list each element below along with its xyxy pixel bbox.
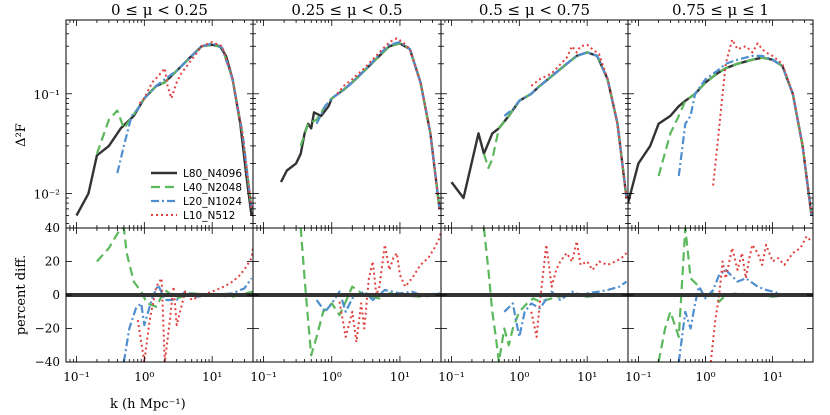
panel-2: 0.25 ≤ μ < 0.5 10⁻¹ 10⁰ 10¹	[250, 1, 442, 384]
x-tick-label: 10⁰	[695, 370, 715, 384]
x-tick-label: 10⁻¹	[63, 370, 89, 384]
top-y-tick-label: 10⁻¹	[34, 88, 60, 102]
x-tick-label: 10¹	[390, 370, 410, 384]
diff-line-l10-n512	[709, 235, 813, 362]
series-line-l10-n512	[530, 43, 628, 199]
x-tick-label: 10⁻¹	[438, 370, 464, 384]
series-line-l40-n2048	[95, 43, 253, 210]
legend-label-l40-n2048: L40_N2048	[183, 182, 242, 194]
series-line-l20-n1024	[677, 54, 813, 216]
diff-line-l10-n512	[338, 231, 441, 343]
series-line-l20-n1024	[503, 51, 628, 199]
top-panel-frame	[440, 19, 629, 229]
bottom-y-axis-label: percent diff.	[14, 255, 29, 335]
legend-label-l80-n4096: L80_N4096	[183, 168, 242, 180]
series-line-l20-n1024	[315, 40, 441, 210]
series-line-l10-n512	[138, 41, 253, 210]
bottom-y-tick-label: −20	[35, 322, 60, 336]
bottom-y-tick-label: 0	[52, 288, 60, 302]
diff-series-group	[628, 228, 813, 362]
x-tick-label: 10¹	[763, 370, 783, 384]
series-line-l10-n512	[336, 37, 441, 210]
x-tick-label: 10⁰	[509, 370, 529, 384]
series-line-l40-n2048	[299, 42, 441, 210]
legend-label-l10-n512: L10_N512	[183, 210, 235, 222]
series-line-l10-n512	[712, 38, 813, 216]
x-tick-label: 10¹	[202, 370, 222, 384]
diff-line-l20-n1024	[315, 288, 441, 313]
diff-line-l40-n2048	[299, 228, 441, 357]
panel-title: 0.5 ≤ μ < 0.75	[479, 1, 590, 19]
series-line-l40-n2048	[657, 56, 813, 216]
panel-title: 0.25 ≤ μ < 0.5	[291, 1, 402, 19]
panel-4: 0.75 ≤ μ ≤ 1 10⁻¹ 10⁰ 10¹	[625, 1, 814, 384]
x-tick-label: 10⁰	[322, 370, 342, 384]
x-tick-label: 10⁻¹	[250, 370, 276, 384]
diff-series-group	[253, 228, 441, 357]
diff-line-l20-n1024	[677, 268, 813, 362]
series-line-l80-n4096	[450, 51, 628, 200]
top-series-group	[279, 37, 441, 210]
series-line-l80-n4096	[628, 56, 813, 216]
diff-series-group	[66, 228, 253, 362]
x-tick-label: 10¹	[577, 370, 597, 384]
top-y-tick-label: 10⁻²	[34, 187, 61, 201]
top-panel-frame	[252, 19, 442, 229]
x-tick-label: 10⁻¹	[625, 370, 651, 384]
bottom-y-tick-label: −40	[35, 355, 60, 369]
diff-line-l10-n512	[530, 240, 628, 338]
panel-3: 0.5 ≤ μ < 0.75 10⁻¹ 10⁰ 10¹	[438, 1, 629, 384]
diff-line-l10-n512	[136, 247, 253, 362]
bottom-y-tick-label: 40	[45, 221, 60, 235]
top-series-group	[628, 38, 813, 216]
panel-title: 0 ≤ μ < 0.25	[111, 1, 208, 19]
panel-title: 0.75 ≤ μ ≤ 1	[672, 1, 769, 19]
diff-line-l20-n1024	[503, 280, 628, 338]
x-tick-label: 10⁰	[134, 370, 154, 384]
series-line-l20-n1024	[116, 42, 253, 210]
top-y-axis-label: Δ²F	[14, 123, 29, 147]
x-axis-label: k (h Mpc⁻¹)	[110, 397, 186, 412]
top-series-group	[450, 43, 628, 200]
legend-label-l20-n1024: L20_N1024	[183, 196, 242, 208]
diff-line-l20-n1024	[122, 277, 253, 362]
legend: L80_N4096 L40_N2048 L20_N1024 L10_N512	[151, 168, 242, 222]
top-series-group	[75, 41, 253, 217]
bottom-y-tick-label: 20	[45, 255, 60, 269]
diff-series-group	[441, 228, 628, 362]
panel-1: 0 ≤ μ < 0.25 10⁻¹ 10⁰ 10¹	[63, 1, 254, 384]
